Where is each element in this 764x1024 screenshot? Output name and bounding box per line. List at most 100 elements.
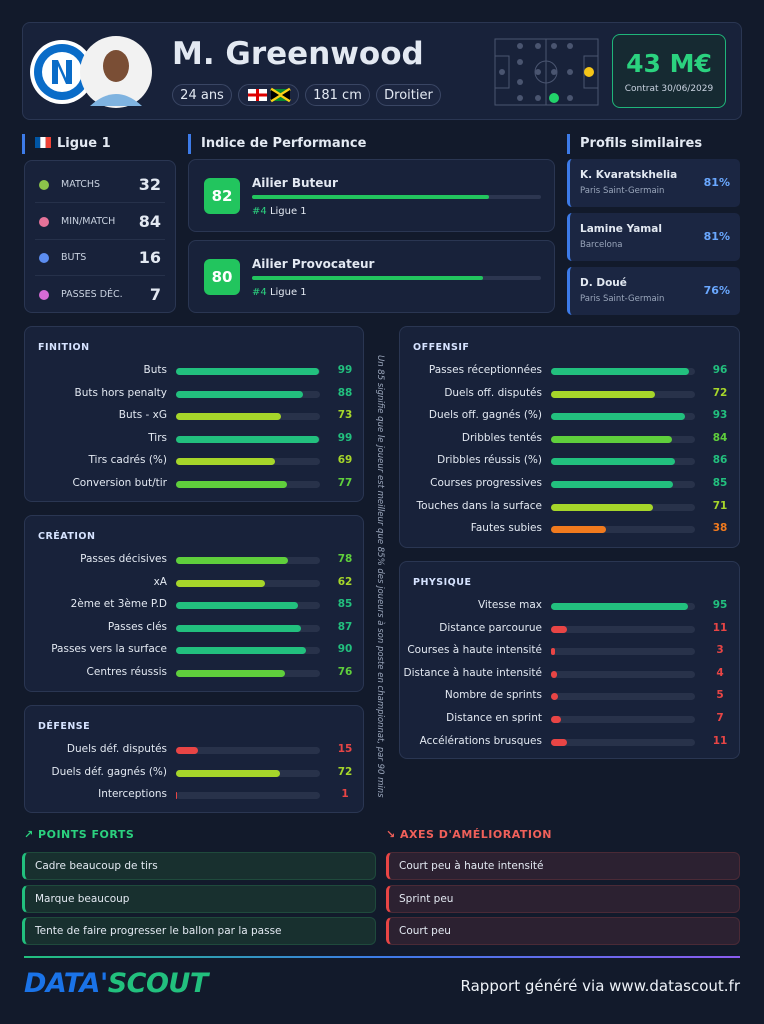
similar-match: 76% xyxy=(703,284,730,297)
bar-track xyxy=(551,648,695,656)
stat-bar xyxy=(176,769,280,777)
stat-bar xyxy=(176,624,302,632)
strength-item: Cadre beaucoup de tirs xyxy=(22,852,376,880)
flags xyxy=(248,87,291,103)
stat-label: MATCHS xyxy=(61,179,101,190)
bar-track xyxy=(176,390,320,398)
similar-match: 81% xyxy=(703,230,730,243)
stat-value: 71 xyxy=(712,499,728,512)
stat-label: Duels off. disputés xyxy=(444,386,542,399)
divider xyxy=(35,275,165,276)
stat-bar xyxy=(176,670,286,677)
rank-line: #4 Ligue 1 xyxy=(252,206,307,217)
stat-bar xyxy=(551,693,559,701)
stat-icon xyxy=(39,180,49,190)
contract: Contrat 30/06/2029 xyxy=(624,84,714,94)
stat-label: Duels déf. disputés xyxy=(66,743,167,755)
foot-tag: Droitier xyxy=(376,84,441,106)
improvements-title: AXES D'AMÉLIORATION xyxy=(400,828,553,841)
performance-card: 82 Ailier Buteur #4 Ligue 1 xyxy=(188,159,555,232)
stat-value: 3 xyxy=(716,644,724,657)
stat-value: 1 xyxy=(341,788,349,801)
profile-name: Ailier Provocateur xyxy=(252,257,375,271)
stat-bar xyxy=(176,557,289,564)
stat-value: 85 xyxy=(712,477,728,489)
stat-value: 62 xyxy=(337,575,353,588)
bar-track xyxy=(551,435,695,443)
bar-track xyxy=(551,625,695,633)
stat-label: Duels déf. gagnés (%) xyxy=(51,765,167,778)
stat-icon xyxy=(39,253,49,263)
stat-value: 32 xyxy=(138,175,161,194)
similar-club: Barcelona xyxy=(580,240,623,250)
stat-label: Nombre de sprints xyxy=(444,689,542,702)
stat-label: Courses à haute intensité xyxy=(407,644,542,657)
profile-name: Ailier Buteur xyxy=(252,176,338,190)
footer-text: Rapport généré via www.datascout.fr xyxy=(460,977,740,995)
stat-label: Interceptions xyxy=(98,788,167,801)
bar-track xyxy=(551,693,695,701)
stat-label: Buts hors penalty xyxy=(74,386,167,399)
bar-track xyxy=(551,670,695,678)
bar-track xyxy=(551,738,695,746)
bar-track xyxy=(176,647,320,655)
similar-card[interactable]: K. Kvaratskhelia Paris Saint-Germain 81% xyxy=(567,159,740,207)
stat-value: 72 xyxy=(712,386,728,399)
similar-card[interactable]: Lamine Yamal Barcelona 81% xyxy=(567,213,740,261)
stat-value: 99 xyxy=(337,364,353,376)
stat-value: 72 xyxy=(337,765,353,778)
divider xyxy=(35,202,165,203)
value-box: 43 M€ Contrat 30/06/2029 xyxy=(612,34,726,108)
section-title: DÉFENSE xyxy=(38,721,91,732)
stat-label: Passes réceptionnées xyxy=(428,364,542,376)
stat-value: 15 xyxy=(337,743,353,755)
stat-value: 76 xyxy=(337,666,353,678)
stat-value: 84 xyxy=(138,211,161,231)
stat-bar xyxy=(551,648,556,656)
bar-track xyxy=(176,557,320,564)
nationality-tag xyxy=(238,84,299,106)
section-title: FINITION xyxy=(38,342,90,353)
stat-section: CRÉATION Passes décisives 78 xA 62 2ème et 3è… xyxy=(24,515,364,692)
stat-label: Dribbles réussis (%) xyxy=(437,454,542,467)
similar-match: 81% xyxy=(703,176,730,189)
bar-track xyxy=(551,526,695,534)
league-head: Ligue 1 xyxy=(22,134,111,154)
stat-label: Centres réussis xyxy=(86,666,167,678)
stat-value: 4 xyxy=(716,666,724,679)
stat-section: DÉFENSE Duels déf. disputés 15 Duels déf. g… xyxy=(24,705,364,813)
height-tag: 181 cm xyxy=(305,84,370,106)
bar-track xyxy=(551,390,695,398)
stat-bar xyxy=(551,368,690,375)
stat-value: 99 xyxy=(337,431,353,444)
improvement-item: Court peu xyxy=(386,917,740,945)
rank-line: #4 Ligue 1 xyxy=(252,287,307,298)
similar-name: D. Doué xyxy=(580,277,627,289)
stat-label: xA xyxy=(153,575,167,588)
rank-league: Ligue 1 xyxy=(269,206,307,217)
stat-label: Courses progressives xyxy=(430,477,542,489)
stat-label: Dribbles tentés xyxy=(461,431,542,444)
bar-track xyxy=(551,481,695,488)
player-name: M. Greenwood xyxy=(172,36,424,72)
stat-label: Tirs xyxy=(148,431,167,444)
stat-section: FINITION Buts 99 Buts hors penalty 88 Buts - … xyxy=(24,326,364,502)
stat-section: PHYSIQUE Vitesse max 95 Distance parcourue 1… xyxy=(399,561,740,759)
bar-track xyxy=(176,413,320,421)
stat-bar xyxy=(176,390,303,398)
stat-label: 2ème et 3ème P.D xyxy=(70,598,167,611)
similar-club: Paris Saint-Germain xyxy=(580,294,665,304)
section-title: PHYSIQUE xyxy=(413,577,472,588)
section-title: OFFENSIF xyxy=(413,342,470,353)
similar-card[interactable]: D. Doué Paris Saint-Germain 76% xyxy=(567,267,740,315)
position-pitch xyxy=(494,38,599,106)
age-tag: 24 ans xyxy=(172,84,232,106)
stat-value: 5 xyxy=(716,689,724,702)
strengths-title: POINTS FORTS xyxy=(38,828,135,841)
market-value: 43 M€ xyxy=(626,49,712,78)
stat-icon xyxy=(39,289,49,300)
stat-value: 7 xyxy=(716,712,724,724)
stat-bar xyxy=(551,625,567,633)
logo-part: DATA' xyxy=(24,968,108,999)
